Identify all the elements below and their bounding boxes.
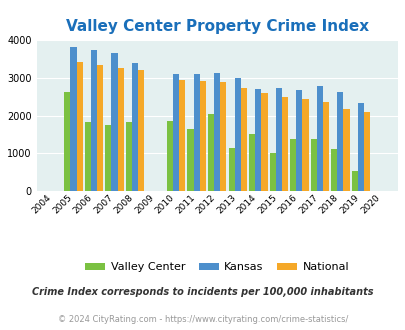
Bar (322, 102, 328, 191)
Bar (363, 112, 369, 191)
Bar (234, 78, 240, 191)
Bar (351, 171, 357, 191)
Legend: Valley Center, Kansas, National: Valley Center, Kansas, National (81, 258, 353, 277)
Bar (187, 129, 193, 191)
Bar (343, 110, 349, 191)
Bar (132, 63, 138, 191)
Bar (310, 139, 316, 191)
Bar (240, 88, 246, 191)
Text: © 2024 CityRating.com - https://www.cityrating.com/crime-statistics/: © 2024 CityRating.com - https://www.city… (58, 315, 347, 324)
Bar (281, 97, 287, 191)
Bar (357, 103, 363, 191)
Bar (269, 153, 275, 191)
Bar (85, 122, 91, 191)
Bar (126, 122, 132, 191)
Bar (117, 68, 124, 191)
Bar (290, 139, 296, 191)
Bar (105, 125, 111, 191)
Bar (179, 80, 185, 191)
Bar (207, 115, 213, 191)
Bar (213, 73, 220, 191)
Bar (70, 47, 77, 191)
Bar (255, 89, 261, 191)
Bar (173, 74, 179, 191)
Bar (337, 92, 343, 191)
Bar (77, 62, 83, 191)
Bar (64, 92, 70, 191)
Bar (296, 90, 302, 191)
Bar (261, 93, 267, 191)
Bar (199, 82, 205, 191)
Bar (138, 70, 144, 191)
Title: Valley Center Property Crime Index: Valley Center Property Crime Index (66, 19, 368, 34)
Bar (91, 50, 97, 191)
Text: Crime Index corresponds to incidents per 100,000 inhabitants: Crime Index corresponds to incidents per… (32, 287, 373, 297)
Bar (97, 65, 103, 191)
Bar (248, 134, 255, 191)
Bar (193, 74, 199, 191)
Bar (302, 99, 308, 191)
Bar (228, 148, 234, 191)
Bar (111, 52, 117, 191)
Bar (220, 82, 226, 191)
Bar (330, 148, 337, 191)
Bar (275, 88, 281, 191)
Bar (316, 85, 322, 191)
Bar (166, 121, 173, 191)
